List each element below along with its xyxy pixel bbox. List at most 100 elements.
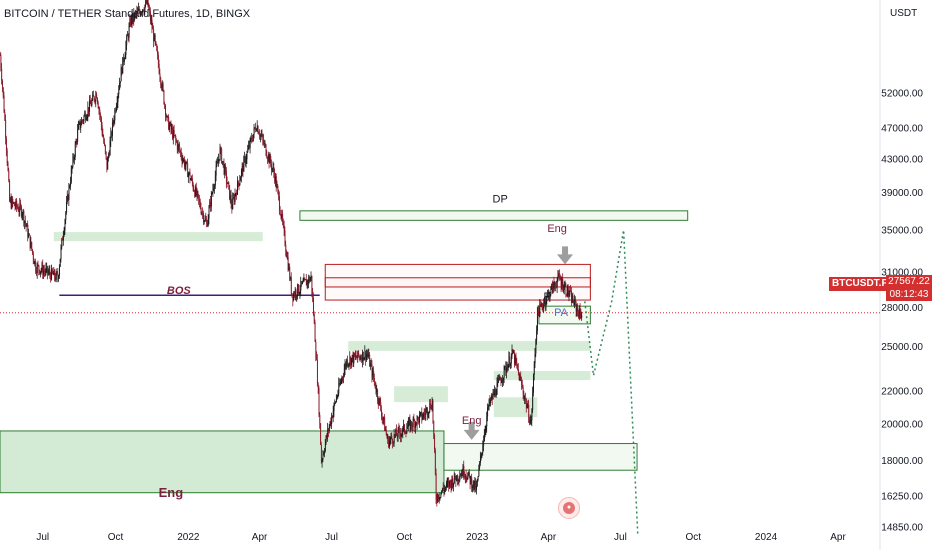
candle-body — [368, 354, 370, 357]
candle-body — [480, 455, 481, 463]
chart-title: BITCOIN / TETHER Standard Futures, 1D, B… — [4, 8, 251, 20]
candle-body — [79, 121, 81, 128]
candle-body — [69, 186, 71, 188]
candle-body — [279, 210, 281, 215]
candle-body — [415, 422, 417, 425]
candle-body — [400, 433, 402, 437]
candle-body — [105, 151, 107, 158]
candle-body — [85, 113, 87, 120]
candle-body — [509, 356, 511, 367]
candle-body — [26, 224, 28, 227]
candle-body — [160, 77, 162, 85]
candle-body — [310, 275, 312, 279]
annotation-label: Eng — [462, 415, 482, 427]
candle-body — [487, 406, 489, 408]
candle-body — [278, 190, 280, 197]
candle-body — [225, 166, 227, 171]
candle-body — [328, 426, 330, 432]
candle-body — [247, 149, 249, 153]
candle-body — [44, 270, 45, 272]
candle-body — [363, 357, 365, 361]
candle-body — [503, 366, 505, 378]
candle-body — [89, 100, 91, 112]
candle-body — [132, 12, 134, 23]
candle-body — [183, 159, 185, 161]
candle-body — [576, 307, 578, 312]
candle-body — [130, 19, 132, 25]
candle-body — [270, 156, 272, 164]
candle-body — [2, 80, 3, 88]
candle-body — [238, 183, 240, 186]
candle-body — [277, 186, 279, 191]
x-tick-label: Oct — [108, 532, 124, 543]
candle-body — [154, 34, 155, 42]
candle-body — [275, 176, 276, 182]
candle-body — [336, 397, 337, 402]
candle-body — [32, 249, 34, 253]
candle-body — [534, 353, 536, 364]
candle-body — [426, 408, 428, 411]
candle-body — [556, 280, 558, 288]
candle-body — [6, 138, 7, 151]
candle-body — [298, 284, 299, 294]
candle-body — [141, 12, 143, 14]
candle-body — [17, 207, 19, 212]
candle-body — [307, 280, 309, 284]
candle-body — [460, 475, 462, 477]
candle-body — [421, 411, 423, 420]
candle-body — [215, 165, 217, 176]
candle-body — [355, 355, 356, 357]
candle-body — [236, 193, 238, 195]
candle-body — [439, 497, 441, 499]
candle-body — [497, 379, 499, 384]
candle-body — [76, 140, 78, 142]
candle-body — [571, 290, 572, 303]
candle-body — [192, 178, 193, 184]
annotation-label: Eng — [547, 223, 567, 235]
candle-body — [243, 158, 245, 172]
candle-body — [374, 381, 376, 388]
y-tick-label: 52000.00 — [881, 88, 923, 99]
candle-body — [423, 413, 425, 415]
candle-body — [430, 408, 432, 410]
candle-body — [325, 435, 327, 443]
candle-body — [184, 159, 185, 167]
candle-body — [362, 351, 364, 361]
candle-body — [320, 444, 322, 462]
candle-body — [119, 82, 121, 90]
tradingview-logo-icon[interactable]: ● — [558, 497, 580, 519]
candle-body — [44, 271, 46, 273]
candle-body — [182, 159, 184, 162]
candle-body — [486, 416, 488, 427]
x-tick-label: Oct — [685, 532, 701, 543]
candle-body — [419, 414, 421, 423]
y-tick-label: 39000.00 — [881, 188, 923, 199]
candle-body — [417, 416, 419, 418]
candle-body — [381, 416, 383, 418]
candle-body — [116, 102, 118, 107]
candle-body — [222, 161, 223, 163]
candle-body — [180, 151, 182, 158]
candle-body — [143, 10, 145, 12]
candle-body — [487, 407, 489, 417]
candle-body — [346, 359, 348, 367]
candle-body — [104, 142, 106, 145]
candle-body — [450, 482, 452, 488]
candle-body — [145, 0, 147, 6]
candle-body — [138, 8, 140, 11]
candle-body — [279, 196, 280, 211]
candle-body — [93, 94, 94, 97]
candle-body — [297, 284, 299, 296]
candle-body — [1, 68, 3, 81]
candle-body — [196, 191, 198, 196]
candle-body — [89, 100, 91, 104]
candle-body — [372, 370, 374, 377]
candle-body — [495, 389, 496, 396]
candle-body — [98, 108, 100, 110]
candle-body — [323, 453, 325, 455]
candle-body — [408, 419, 410, 422]
candle-body — [113, 120, 115, 123]
candle-body — [337, 393, 339, 397]
